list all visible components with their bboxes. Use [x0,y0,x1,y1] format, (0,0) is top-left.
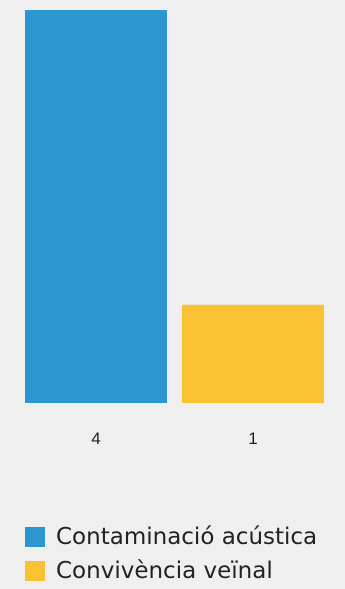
bar-value-label-1: 1 [248,429,257,448]
bar-value-label-0: 4 [91,429,100,448]
bar-1 [182,304,324,403]
legend-label: Contaminació acústica [56,523,318,550]
legend-swatch-yellow [25,561,45,581]
legend-swatch-blue [25,527,45,547]
legend-label: Convivència veïnal [56,557,273,584]
chart-legend: Contaminació acústica Convivència veïnal [25,520,345,588]
legend-item-convivencia-veinal: Convivència veïnal [25,554,345,588]
legend-item-contaminacio-acustica: Contaminació acústica [25,520,345,554]
bar-0 [25,10,167,403]
